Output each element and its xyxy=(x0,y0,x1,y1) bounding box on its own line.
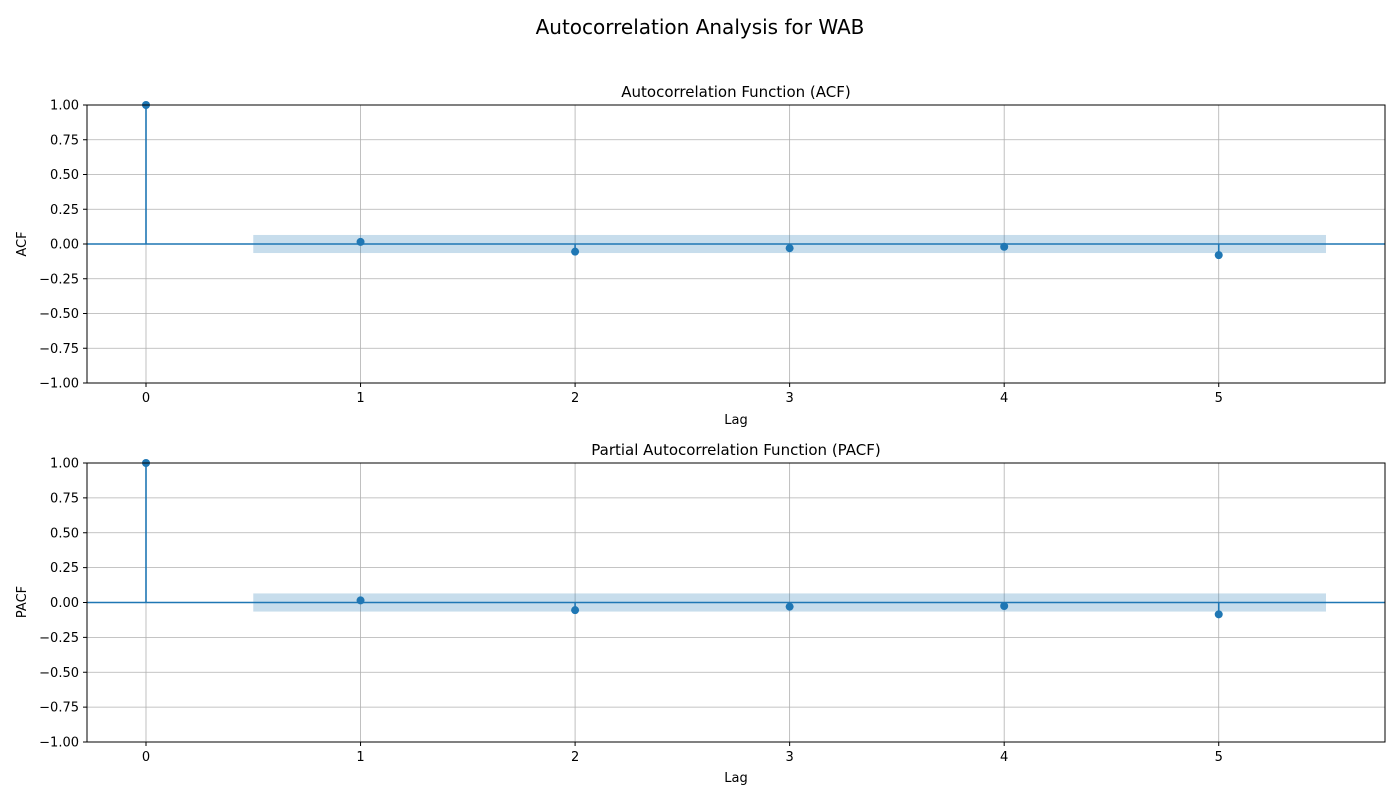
y-tick-label: 0.00 xyxy=(50,596,79,611)
x-tick-label: 0 xyxy=(142,750,150,765)
x-tick-label: 1 xyxy=(356,391,364,406)
y-tick-label: −0.75 xyxy=(39,701,79,716)
y-tick-label: −1.00 xyxy=(39,736,79,751)
stem-marker-lag-4 xyxy=(1000,242,1009,251)
y-tick-label: 0.00 xyxy=(50,238,79,253)
y-axis-label: ACF xyxy=(15,231,30,256)
y-tick-label: −0.50 xyxy=(39,307,79,322)
x-tick-label: 3 xyxy=(785,391,793,406)
stem-marker-lag-5 xyxy=(1214,251,1223,260)
x-tick-label: 3 xyxy=(785,750,793,765)
x-tick-label: 1 xyxy=(356,750,364,765)
y-tick-label: 0.50 xyxy=(50,526,79,541)
y-tick-label: 0.75 xyxy=(50,133,79,148)
stem-marker-lag-3 xyxy=(785,602,794,611)
x-tick-label: 5 xyxy=(1215,750,1223,765)
stem-marker-lag-2 xyxy=(571,606,580,615)
stem-marker-lag-1 xyxy=(356,596,365,605)
x-tick-label: 5 xyxy=(1215,391,1223,406)
y-tick-label: −0.25 xyxy=(39,631,79,646)
x-tick-label: 2 xyxy=(571,750,579,765)
stem-marker-lag-5 xyxy=(1214,610,1223,619)
y-axis-label: PACF xyxy=(15,586,30,618)
stem-marker-lag-1 xyxy=(356,237,365,246)
y-tick-label: 0.25 xyxy=(50,203,79,218)
x-axis-label: Lag xyxy=(724,771,747,786)
stem-marker-lag-2 xyxy=(571,247,580,256)
acf-chart: Autocorrelation Function (ACF) Lag ACF 0… xyxy=(15,83,1386,428)
pacf-chart: Partial Autocorrelation Function (PACF) … xyxy=(15,441,1386,786)
y-tick-label: 0.75 xyxy=(50,491,79,506)
y-tick-label: 1.00 xyxy=(50,457,79,472)
stem-marker-lag-3 xyxy=(785,244,794,253)
figure-title: Autocorrelation Analysis for WAB xyxy=(536,15,865,39)
y-tick-label: 0.25 xyxy=(50,561,79,576)
x-tick-label: 2 xyxy=(571,391,579,406)
y-tick-label: −1.00 xyxy=(39,377,79,392)
x-tick-label: 4 xyxy=(1000,750,1008,765)
x-tick-label: 4 xyxy=(1000,391,1008,406)
y-tick-label: 1.00 xyxy=(50,99,79,114)
chart-title: Autocorrelation Function (ACF) xyxy=(621,83,850,101)
y-tick-label: −0.50 xyxy=(39,666,79,681)
x-tick-label: 0 xyxy=(142,391,150,406)
stem-marker-lag-4 xyxy=(1000,601,1009,610)
y-tick-label: −0.75 xyxy=(39,342,79,357)
x-axis-label: Lag xyxy=(724,413,747,428)
chart-title: Partial Autocorrelation Function (PACF) xyxy=(591,441,880,459)
y-tick-label: −0.25 xyxy=(39,272,79,287)
y-tick-label: 0.50 xyxy=(50,168,79,183)
